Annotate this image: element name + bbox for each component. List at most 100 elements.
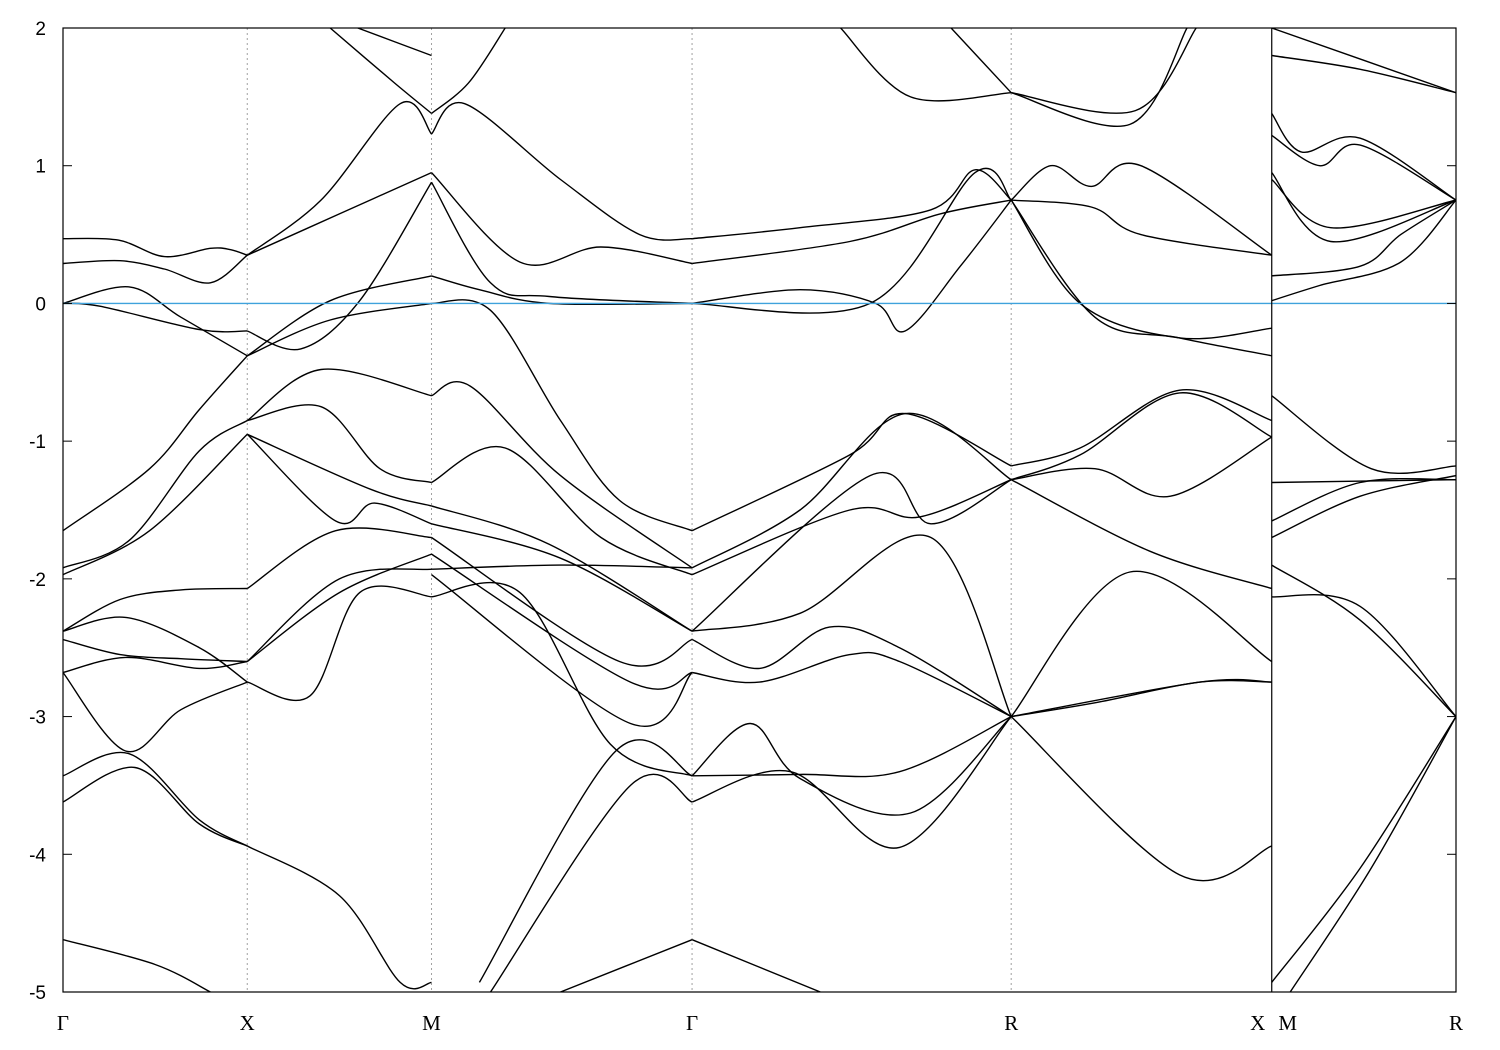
band-line	[1011, 679, 1272, 718]
band-line	[431, 553, 693, 690]
band-line	[692, 169, 1012, 240]
kpoint-label: M	[1278, 1011, 1297, 1035]
kpoint-label: Γ	[57, 1011, 69, 1035]
y-tick-label: 0	[35, 294, 46, 315]
band-line	[1011, 389, 1272, 467]
band-line	[691, 534, 1012, 717]
band-line	[692, 199, 1012, 265]
band-line	[431, 564, 693, 570]
kpoint-label: M	[422, 1011, 441, 1035]
band-line	[1010, 199, 1272, 340]
band-line	[247, 181, 433, 351]
band-line	[1271, 178, 1456, 229]
y-tick-label: -1	[29, 432, 46, 453]
band-line	[1271, 134, 1456, 201]
band-line	[63, 355, 248, 532]
band-line	[691, 472, 1012, 632]
band-line	[431, 381, 693, 569]
band-line	[1011, 28, 1197, 114]
band-line	[478, 739, 693, 983]
band-line	[840, 28, 1012, 102]
band-line	[1011, 199, 1272, 256]
band-line	[431, 172, 693, 266]
band-line	[1271, 28, 1456, 94]
band-line	[357, 28, 432, 57]
band-line	[63, 939, 211, 992]
band-line	[1271, 54, 1456, 94]
band-line	[431, 581, 693, 777]
band-line	[691, 479, 1012, 576]
y-tick-label: 2	[35, 19, 46, 40]
y-tick-label: -5	[29, 983, 46, 1004]
y-tick-label: -3	[29, 708, 46, 729]
plot-border	[62, 27, 1457, 993]
band-line	[431, 299, 693, 532]
band-line	[691, 412, 1012, 532]
band-line	[1011, 436, 1273, 498]
kpoint-label: Γ	[686, 1011, 698, 1035]
band-line	[1271, 564, 1456, 718]
band-line	[691, 412, 1012, 569]
band-line	[430, 181, 693, 305]
band-line	[431, 505, 693, 632]
band-line	[63, 254, 248, 284]
band-line	[246, 433, 432, 525]
band-line	[1271, 199, 1456, 302]
band-line	[431, 536, 693, 667]
band-line	[692, 167, 1012, 314]
band-line	[431, 574, 693, 727]
band-line	[329, 28, 432, 114]
band-line	[431, 445, 693, 576]
band-line	[1271, 395, 1456, 475]
y-tick-label: -4	[29, 845, 46, 866]
band-line	[1010, 479, 1272, 590]
band-line	[63, 751, 248, 847]
band-line	[1271, 716, 1456, 983]
band-line	[63, 286, 248, 357]
band-line	[1271, 477, 1456, 522]
band-line	[246, 845, 432, 990]
band-line	[63, 672, 248, 753]
band-line	[692, 651, 1012, 718]
band-line	[63, 587, 248, 632]
band-line	[430, 101, 693, 241]
band-line	[1010, 716, 1272, 882]
band-line	[692, 199, 1012, 333]
band-line	[246, 553, 432, 663]
band-line	[1289, 716, 1456, 992]
band-line	[63, 656, 248, 674]
y-axis-ticks: 2 1 0 -1 -2 -3 -4 -5	[29, 19, 1456, 1004]
band-line	[560, 939, 693, 992]
band-line	[431, 523, 693, 632]
band-line	[691, 939, 821, 992]
band-line	[246, 275, 432, 357]
kpoint-label: X	[240, 1011, 255, 1035]
y-tick-label: -2	[29, 570, 46, 591]
band-line	[1011, 28, 1188, 127]
band-line	[246, 368, 432, 422]
band-line	[1271, 112, 1456, 201]
kpoint-label: X	[1250, 1011, 1265, 1035]
band-line	[489, 773, 693, 992]
grid-lines	[246, 28, 1012, 992]
band-line	[691, 716, 1012, 816]
band-line	[1271, 594, 1456, 718]
band-line	[950, 28, 1012, 94]
band-line	[1271, 474, 1456, 539]
band-line	[247, 302, 432, 357]
band-line	[246, 568, 432, 663]
band-line	[431, 28, 506, 114]
kpoint-label: R	[1004, 1011, 1018, 1035]
band-line	[247, 171, 432, 256]
band-line	[63, 766, 248, 847]
band-line	[1010, 162, 1273, 256]
band-line	[691, 625, 1012, 718]
band-line	[1010, 392, 1273, 481]
band-line	[246, 527, 432, 590]
band-line	[63, 638, 248, 663]
band-line	[63, 237, 248, 258]
band-line	[1010, 199, 1272, 357]
band-line	[246, 100, 433, 256]
